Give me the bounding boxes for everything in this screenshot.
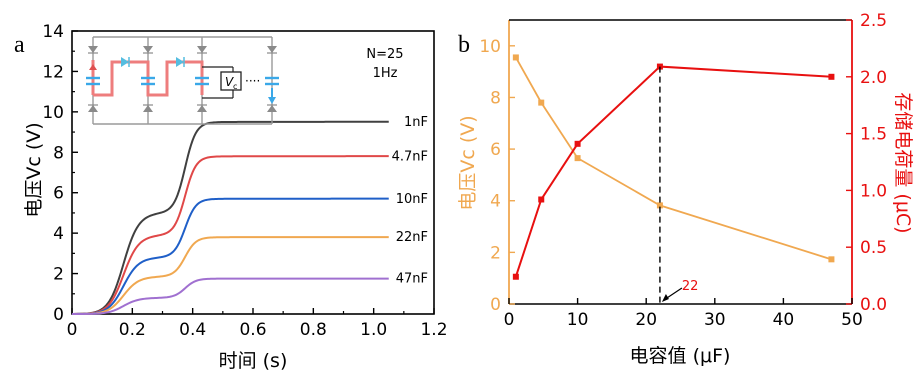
circuit-forward-diodes: [121, 57, 185, 67]
x-tick-label: 50: [841, 310, 863, 330]
x-tick-label: 1.2: [420, 320, 447, 340]
panel-a-label: a: [14, 32, 25, 58]
series-label: 1nF: [404, 115, 428, 130]
left-tick-label: 2: [490, 243, 501, 263]
plot-b-right-label: 存储电荷量 (μC): [892, 92, 914, 233]
circuit-current-path: [93, 60, 204, 97]
series-marker: [512, 273, 519, 280]
plot-b-series: 22: [512, 54, 835, 304]
left-tick-label: 6: [490, 140, 501, 160]
series-label: 47nF: [396, 272, 428, 287]
x-tick-label: 1.0: [360, 320, 387, 340]
panel-b: b 0 2 4 6 8 10 0.0 0.5 1.0 1.5 2.0 2.5 0 10 20 30 40 50…: [457, 11, 914, 367]
y-tick-label: 14: [42, 22, 64, 42]
annotation-n: N=25: [366, 47, 403, 62]
series-line: [71, 197, 389, 315]
right-tick-label: 1.5: [860, 125, 887, 145]
plot-a-y-label: 电压Vc (V): [23, 122, 45, 217]
plot-a-curves: [71, 120, 389, 315]
plot-b-left-label: 电压Vc (V): [457, 115, 479, 210]
ellipsis-label: ····: [245, 74, 260, 88]
plot-a-x-ticks: 0 0.2 0.4 0.6 0.8 1.0 1.2: [67, 308, 448, 340]
y-tick-label: 2: [53, 265, 64, 285]
x-tick-label: 20: [635, 310, 657, 330]
y-tick-label: 10: [42, 103, 64, 123]
annotation-arrowhead: [661, 294, 669, 302]
series-line: [71, 120, 389, 315]
x-tick-label: 0: [504, 310, 515, 330]
plot-b-x-label: 电容值 (μF): [630, 345, 731, 367]
x-tick-label: 10: [567, 310, 589, 330]
series-line: [71, 277, 389, 315]
right-tick-label: 0.0: [860, 295, 887, 315]
x-tick-label: 40: [773, 310, 795, 330]
y-tick-label: 8: [53, 143, 64, 163]
x-tick-label: 0.4: [179, 320, 206, 340]
series-label: 4.7nF: [392, 149, 428, 164]
voltmeter-subscript: c: [233, 82, 237, 91]
series-marker: [828, 256, 835, 263]
x-tick-label: 0.2: [119, 320, 146, 340]
voltmeter-label: V: [225, 75, 234, 89]
x-tick-label: 0.6: [239, 320, 266, 340]
left-tick-label: 8: [490, 88, 501, 108]
y-tick-label: 4: [53, 224, 64, 244]
series-marker: [512, 54, 519, 61]
x-tick-label: 0.8: [300, 320, 327, 340]
series-label: 10nF: [396, 192, 428, 207]
circuit-inset: V c ····: [86, 36, 279, 125]
series-marker: [574, 140, 581, 147]
left-tick-label: 4: [490, 192, 501, 212]
left-tick-label: 10: [479, 37, 501, 57]
plot-a-x-label: 时间 (s): [219, 350, 288, 372]
circuit-capacitors: [86, 76, 279, 86]
series-marker: [656, 202, 663, 209]
series-marker: [574, 155, 581, 162]
series-line: [515, 56, 832, 261]
plot-b-left-ticks: 0 2 4 6 8 10: [479, 37, 515, 315]
series-label: 22nF: [396, 230, 428, 245]
y-tick-label: 0: [53, 305, 64, 325]
left-tick-label: 0: [490, 295, 501, 315]
voltmeter-box: [220, 71, 242, 91]
plot-b-right-ticks: 0.0 0.5 1.0 1.5 2.0 2.5: [846, 11, 887, 315]
plot-a-series-labels: 1nF 4.7nF 10nF 22nF 47nF: [392, 115, 428, 287]
plot-b-x-ticks: 0 10 20 30 40 50: [504, 298, 863, 330]
series-marker: [828, 73, 835, 80]
annotation-freq: 1Hz: [373, 66, 398, 81]
right-tick-label: 2.0: [860, 68, 887, 88]
x-tick-label: 30: [704, 310, 726, 330]
y-tick-label: 12: [42, 62, 64, 82]
annotation-label: 22: [682, 279, 699, 294]
panel-a: a 0 2 4 6 8 10 12 14 0 0.2 0.4 0.6 0.8 1.0 1.2 1nF 4.7…: [14, 22, 448, 372]
series-marker: [538, 196, 545, 203]
panel-b-label: b: [458, 32, 470, 58]
series-line: [71, 236, 389, 315]
circuit-diodes: [88, 46, 277, 112]
series-line: [71, 155, 389, 315]
series-marker: [538, 99, 545, 106]
right-tick-label: 0.5: [860, 238, 887, 258]
right-tick-label: 2.5: [860, 11, 887, 31]
y-tick-label: 6: [53, 184, 64, 204]
right-tick-label: 1.0: [860, 181, 887, 201]
x-tick-label: 0: [67, 320, 78, 340]
plot-a-y-ticks: 0 2 4 6 8 10 12 14: [42, 22, 78, 325]
